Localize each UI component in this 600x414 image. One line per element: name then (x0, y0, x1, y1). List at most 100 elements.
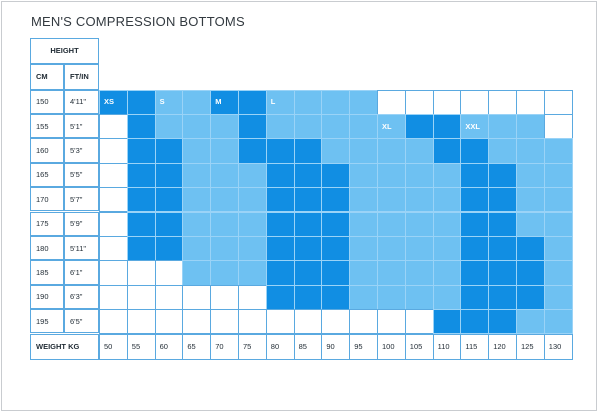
size-grid-cell (404, 162, 434, 189)
size-grid-cell (238, 138, 267, 164)
size-grid-cell (265, 260, 295, 286)
weight-header: WEIGHT KG (30, 333, 99, 360)
size-grid-cell (321, 113, 351, 140)
size-grid-cell (516, 138, 545, 164)
size-grid-cell (265, 138, 295, 164)
size-grid-cell (321, 284, 351, 311)
size-grid-cell (238, 235, 267, 262)
size-grid-cell (432, 187, 462, 213)
size-grid-cell (238, 162, 267, 189)
size-grid-cell (210, 113, 239, 140)
size-grid-cell (543, 187, 573, 213)
height-cm-cell: 160 (30, 138, 64, 163)
weight-cell: 120 (488, 333, 517, 360)
size-grid-cell (238, 187, 267, 213)
size-grid-cell (210, 162, 239, 189)
height-ftin-cell: 5'7" (64, 187, 99, 212)
weight-cell: 80 (265, 333, 295, 360)
weight-cell: 70 (210, 333, 239, 360)
size-grid-cell (210, 260, 239, 286)
size-grid-cell (210, 309, 239, 335)
size-grid-cell (265, 162, 295, 189)
size-grid-cell (516, 162, 545, 189)
size-grid-cell (404, 284, 434, 311)
size-grid-cell (460, 309, 490, 335)
size-grid-cell (349, 162, 378, 189)
size-grid-cell (154, 187, 184, 213)
height-cm-cell: 180 (30, 235, 64, 261)
size-grid-cell (238, 260, 267, 286)
size-grid-cell (265, 309, 295, 335)
height-cm-cell: 190 (30, 284, 64, 310)
size-grid-cell (265, 113, 295, 140)
size-grid-cell (460, 89, 490, 115)
size-grid-cell (432, 162, 462, 189)
size-grid-cell (99, 211, 128, 237)
size-grid-cell (126, 235, 156, 262)
size-grid-cell (516, 260, 545, 286)
size-grid-cell (154, 113, 184, 140)
size-grid-cell (516, 235, 545, 262)
size-label-m: M (215, 97, 222, 107)
size-grid-cell (99, 162, 128, 189)
size-grid-cell (210, 284, 239, 311)
size-grid-cell (265, 187, 295, 213)
size-grid-cell (154, 309, 184, 335)
size-grid-cell (516, 187, 545, 213)
size-grid-cell (99, 309, 128, 335)
size-grid-cell (349, 138, 378, 164)
size-grid-cell (460, 113, 490, 140)
weight-cell: 110 (432, 333, 462, 360)
size-grid-cell (210, 89, 239, 115)
size-grid-cell (432, 138, 462, 164)
size-grid-cell (404, 235, 434, 262)
weight-cell: 125 (516, 333, 545, 360)
size-grid-cell (293, 113, 323, 140)
size-grid-cell (404, 89, 434, 115)
size-grid-cell (460, 162, 490, 189)
size-grid-cell (349, 211, 378, 237)
size-grid-cell (543, 235, 573, 262)
size-grid-cell (321, 162, 351, 189)
size-grid-cell (349, 235, 378, 262)
size-grid-cell (99, 138, 128, 164)
size-grid-cell (543, 309, 573, 335)
size-grid-cell (99, 113, 128, 140)
size-label-s: S (159, 97, 165, 107)
weight-cell: 75 (238, 333, 267, 360)
size-grid-cell (488, 187, 517, 213)
size-grid-cell (293, 138, 323, 164)
weight-cell: 85 (293, 333, 323, 360)
size-grid-cell (432, 89, 462, 115)
size-grid-cell (210, 211, 239, 237)
size-grid-cell (460, 211, 490, 237)
size-grid-cell (126, 309, 156, 335)
size-grid-cell (432, 284, 462, 311)
size-grid-cell (543, 284, 573, 311)
weight-cell: 95 (349, 333, 378, 360)
size-grid-cell (126, 162, 156, 189)
size-grid-cell (377, 309, 406, 335)
size-grid-cell (293, 260, 323, 286)
size-grid-cell (182, 187, 212, 213)
size-grid-cell (99, 235, 128, 262)
size-grid-cell (293, 162, 323, 189)
size-label-xl: XL (382, 121, 392, 131)
size-grid-cell (404, 113, 434, 140)
size-grid-cell (293, 89, 323, 115)
size-grid-cell (126, 113, 156, 140)
size-grid-cell (543, 211, 573, 237)
size-grid-cell (238, 211, 267, 237)
size-grid-cell (377, 113, 406, 140)
size-grid-cell (432, 260, 462, 286)
size-grid-cell (460, 260, 490, 286)
size-grid-cell (321, 260, 351, 286)
size-grid-cell (182, 138, 212, 164)
height-ftin-cell: 6'3" (64, 284, 99, 310)
height-ftin-cell: 5'3" (64, 138, 99, 163)
size-grid-cell (432, 235, 462, 262)
size-grid-cell (182, 113, 212, 140)
size-grid-cell (321, 138, 351, 164)
size-grid-cell (349, 89, 378, 115)
